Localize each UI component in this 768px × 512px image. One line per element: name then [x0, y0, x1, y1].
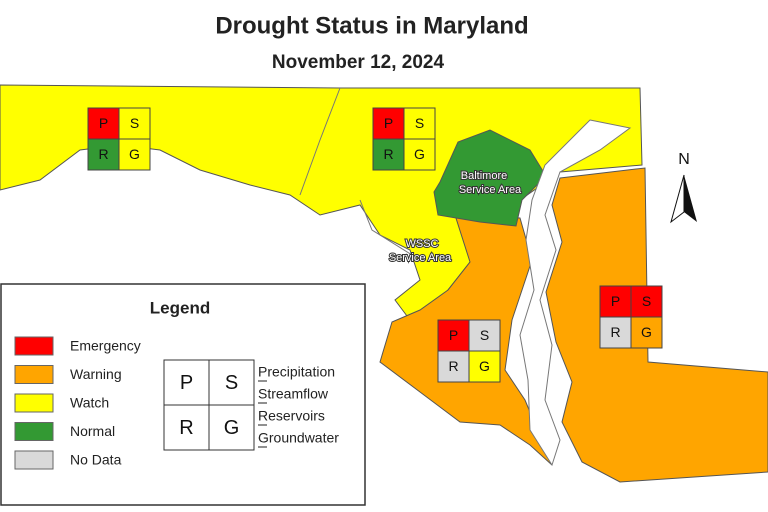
- indicator-letter: R: [448, 358, 458, 374]
- indicator-cell: [468, 319, 501, 352]
- key-letter: G: [224, 417, 240, 439]
- bay: [519, 119, 632, 467]
- arrow-half: [670, 174, 685, 224]
- key-cell: [208, 404, 255, 451]
- key-cell: [208, 359, 255, 406]
- indicator-cell: [403, 107, 436, 140]
- key-word: Precipitation: [258, 364, 335, 380]
- north-arrow: N: [670, 151, 697, 224]
- indicator-letter: S: [642, 293, 651, 309]
- regions: P S R G P S R G P S R G P S R G: [87, 107, 663, 383]
- key-letter: P: [180, 372, 193, 394]
- legend-swatch: [14, 422, 54, 441]
- indicator-letter: G: [479, 358, 490, 374]
- indicator-cell: [468, 350, 501, 383]
- indicator-letter: S: [480, 327, 489, 343]
- legend-label: Watch: [70, 395, 109, 411]
- indicator-cell: [599, 316, 632, 349]
- indicator-letter: R: [383, 146, 393, 162]
- indicator-letter: S: [130, 115, 139, 131]
- legend-title: Legend: [150, 298, 210, 317]
- legend: Legend Emergency Warning Watch Normal No Dat…: [0, 283, 366, 506]
- indicator-cell: [372, 138, 405, 171]
- key-word: Streamflow: [258, 386, 329, 402]
- normal-area: [433, 129, 547, 227]
- key-word: Reservoirs: [258, 408, 325, 424]
- key-cell: [163, 359, 210, 406]
- title: Drought Status in Maryland: [215, 12, 528, 39]
- legend-swatch: [14, 393, 54, 413]
- legend-swatch: [14, 450, 54, 470]
- arrow-half: [684, 175, 697, 222]
- indicator-letter: P: [449, 327, 458, 343]
- legend-label: Emergency: [70, 338, 141, 354]
- area-label: WSSC: [406, 238, 439, 250]
- indicator-cell: [437, 350, 470, 383]
- indicator-letter: P: [99, 115, 108, 131]
- key-word: Groundwater: [258, 430, 339, 446]
- area-label: Baltimore: [461, 170, 507, 182]
- legend-swatch: [14, 336, 54, 356]
- key-letter: S: [225, 372, 238, 394]
- legend-label: Normal: [70, 423, 115, 439]
- legend-swatch: [14, 365, 54, 384]
- indicator-cell: [437, 319, 470, 352]
- indicator-letter: R: [610, 324, 620, 340]
- boundary: [299, 87, 421, 261]
- legend-label: No Data: [70, 452, 122, 468]
- indicator-cell: [372, 107, 405, 140]
- key-letter: R: [179, 417, 193, 439]
- indicator-letter: G: [641, 324, 652, 340]
- indicator-letter: P: [611, 293, 620, 309]
- indicator-letter: G: [129, 146, 140, 162]
- indicator-cell: [630, 316, 663, 349]
- indicator-cell: [118, 138, 151, 171]
- area-label: Service Area: [459, 184, 522, 196]
- indicator-cell: [403, 138, 436, 171]
- key-cell: [163, 404, 210, 451]
- indicator-letter: G: [414, 146, 425, 162]
- area-label: Service Area: [389, 252, 452, 264]
- indicator-letter: P: [384, 115, 393, 131]
- legend-key: P S R G Precipitation Streamflow Reservoirs Gro…: [163, 359, 339, 451]
- north-label: N: [678, 151, 690, 168]
- indicator-letter: R: [98, 146, 108, 162]
- date: November 12, 2024: [272, 52, 445, 73]
- indicator-letter: S: [415, 115, 424, 131]
- warning-area-east: [545, 167, 768, 483]
- legend-statuses: Emergency Warning Watch Normal No Data: [14, 336, 141, 470]
- indicator-cell: [87, 138, 120, 171]
- legend-label: Warning: [70, 366, 122, 382]
